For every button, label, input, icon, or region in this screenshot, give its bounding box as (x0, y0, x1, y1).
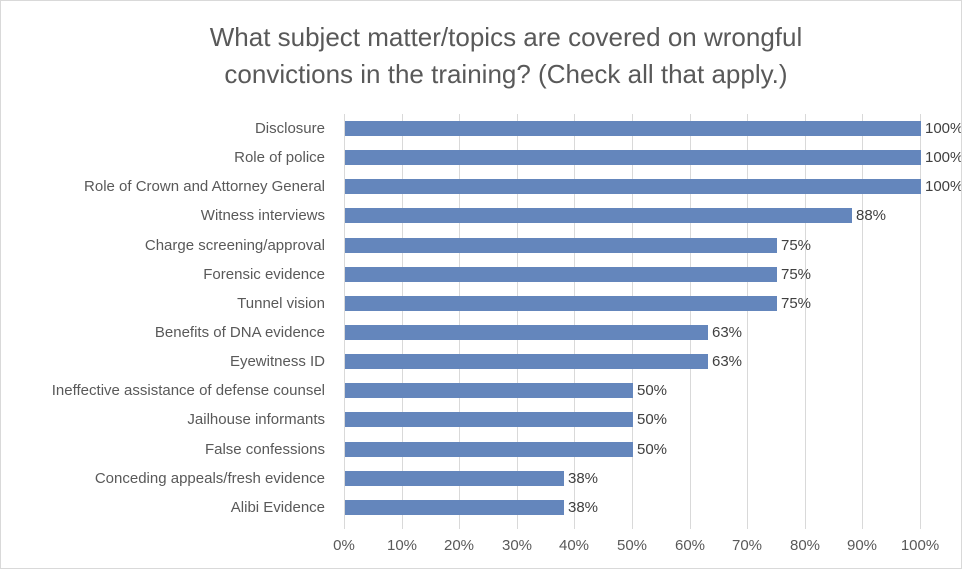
value-label: 63% (712, 324, 743, 342)
category-label: Benefits of DNA evidence (154, 324, 325, 342)
value-label: 50% (637, 411, 668, 429)
x-tick-label: 70% (731, 537, 763, 554)
bar (345, 354, 708, 370)
category-label: Disclosure (254, 120, 325, 138)
x-tick-label: 0% (333, 537, 355, 554)
x-axis: 0% 10% 20% 30% 40% 50% 60% 70% 80% 90% 100% (1, 537, 961, 559)
value-label: 63% (712, 353, 743, 371)
category-label: Tunnel vision (237, 294, 325, 312)
category-label: Jailhouse informants (187, 411, 325, 429)
value-label: 75% (781, 294, 812, 312)
category-label: False confessions (204, 440, 325, 458)
chart-row: Witness interviews 88% (1, 201, 961, 230)
x-tick-label: 10% (386, 537, 418, 554)
x-tick-label: 20% (443, 537, 475, 554)
value-label: 100% (925, 149, 962, 167)
gridline (747, 114, 748, 529)
gridline (632, 114, 633, 529)
bar (345, 237, 777, 253)
bar (345, 150, 921, 166)
plot-area: Disclosure 100% Role of police 100% Role of … (1, 114, 962, 522)
category-label: Charge screening/approval (144, 236, 325, 254)
category-label: Eyewitness ID (229, 353, 325, 371)
value-label: 38% (568, 498, 599, 516)
gridline (862, 114, 863, 529)
gridline (344, 114, 345, 529)
value-label: 75% (781, 236, 812, 254)
bar (345, 499, 564, 515)
gridline (517, 114, 518, 529)
chart-row: Alibi Evidence 38% (1, 493, 961, 522)
bar (345, 295, 777, 311)
value-label: 100% (925, 178, 962, 196)
bar (345, 412, 633, 428)
category-label: Conceding appeals/fresh evidence (94, 469, 325, 487)
chart-row: Eyewitness ID 63% (1, 347, 961, 376)
x-tick-label: 40% (558, 537, 590, 554)
bar (345, 208, 852, 224)
x-tick-label: 90% (846, 537, 878, 554)
gridline (459, 114, 460, 529)
chart-row: Tunnel vision 75% (1, 289, 961, 318)
x-tick-label: 50% (616, 537, 648, 554)
value-label: 38% (568, 469, 599, 487)
chart-row: Benefits of DNA evidence 63% (1, 318, 961, 347)
gridline (805, 114, 806, 529)
chart-title: What subject matter/topics are covered o… (209, 22, 803, 89)
chart-row: Charge screening/approval 75% (1, 231, 961, 260)
bar (345, 266, 777, 282)
chart-row: Conceding appeals/fresh evidence 38% (1, 464, 961, 493)
category-label: Ineffective assistance of defense counse… (51, 382, 325, 400)
category-label: Role of Crown and Attorney General (84, 178, 325, 196)
x-tick-label: 100% (900, 537, 940, 554)
chart-row: Ineffective assistance of defense counse… (1, 376, 961, 405)
bar (345, 325, 708, 341)
bar (345, 179, 921, 195)
value-label: 100% (925, 120, 962, 138)
gridlines (344, 114, 922, 529)
bar (345, 470, 564, 486)
bar (345, 121, 921, 137)
chart-row: False confessions 50% (1, 435, 961, 464)
category-label: Forensic evidence (203, 265, 325, 283)
category-label: Alibi Evidence (230, 498, 325, 516)
gridline (690, 114, 691, 529)
gridline (574, 114, 575, 529)
value-label: 50% (637, 440, 668, 458)
gridline (402, 114, 403, 529)
chart-row: Role of Crown and Attorney General 100% (1, 172, 962, 201)
gridline (920, 114, 921, 529)
value-label: 50% (637, 382, 668, 400)
x-tick-label: 60% (674, 537, 706, 554)
value-label: 88% (856, 207, 887, 225)
chart-row: Role of police 100% (1, 143, 962, 172)
chart-row: Jailhouse informants 50% (1, 405, 961, 434)
chart-row: Forensic evidence 75% (1, 260, 961, 289)
category-label: Role of police (234, 149, 325, 167)
x-tick-label: 30% (501, 537, 533, 554)
value-label: 75% (781, 265, 812, 283)
x-tick-label: 80% (789, 537, 821, 554)
bar (345, 383, 633, 399)
bar (345, 441, 633, 457)
category-label: Witness interviews (200, 207, 325, 225)
chart-row: Disclosure 100% (1, 114, 962, 143)
